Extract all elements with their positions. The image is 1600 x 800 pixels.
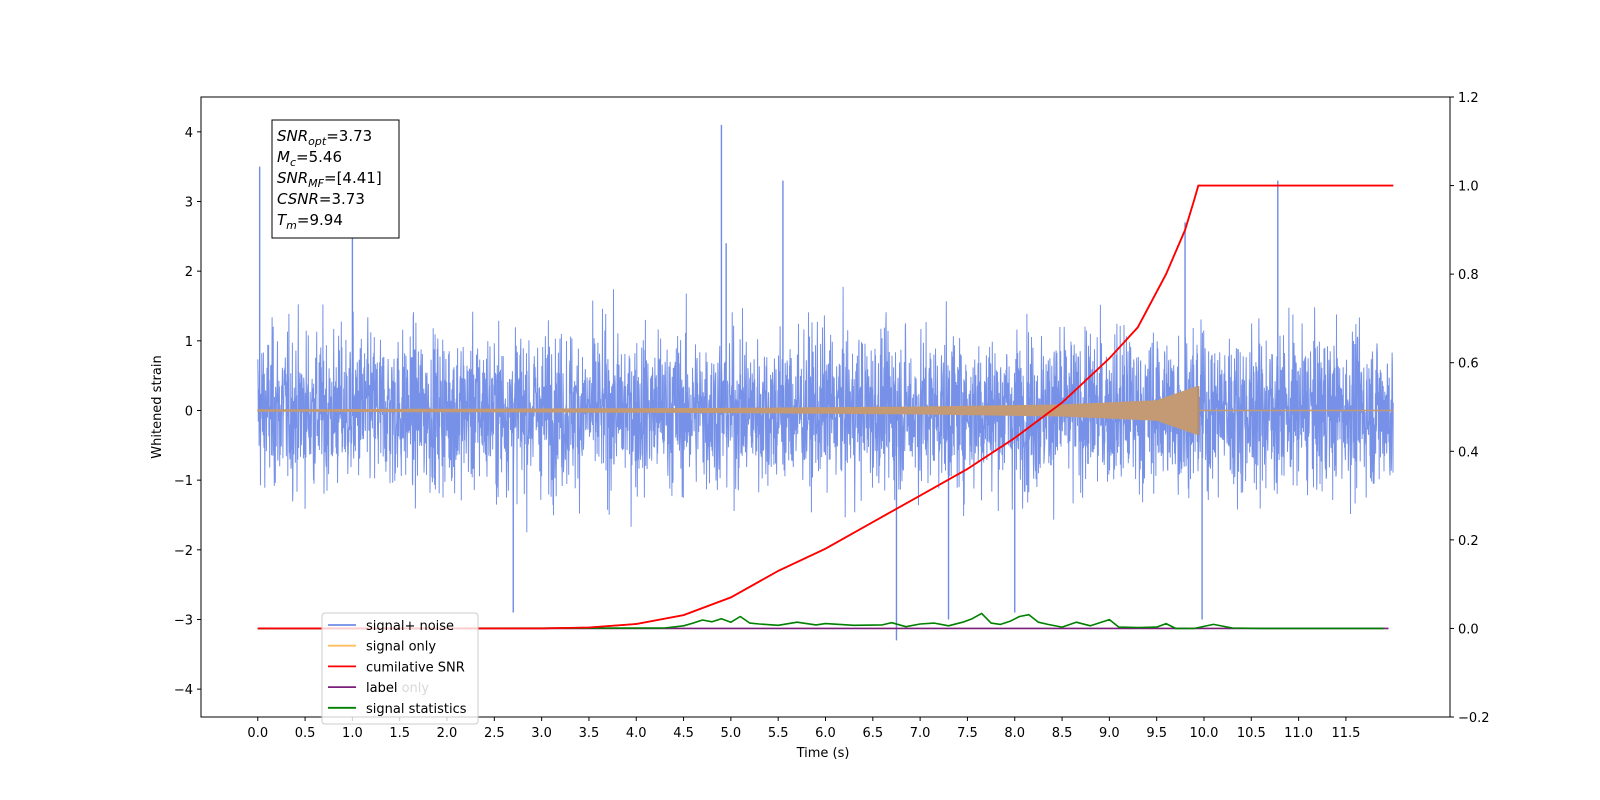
x-tick-label: 11.5 [1331,726,1360,741]
x-tick-label: 1.0 [342,726,363,741]
x-tick-label: 0.5 [295,726,316,741]
y-left-tick-label: −4 [174,683,193,698]
x-axis-title: Time (s) [796,746,850,761]
x-tick-label: 4.5 [673,726,694,741]
x-tick-label: 2.0 [437,726,458,741]
x-tick-label: 1.5 [389,726,410,741]
annotation-line: Mc=5.46 [277,148,342,169]
x-tick-label: 9.5 [1146,726,1167,741]
signal-only-envelope [257,386,1394,435]
legend-label: cumilative SNR [366,660,465,675]
y-left-tick-label: 4 [185,126,193,141]
x-tick-label: 0.0 [247,726,268,741]
x-tick-label: 8.5 [1052,726,1073,741]
x-tick-label: 11.0 [1284,726,1313,741]
y-left-tick-label: 3 [185,195,193,210]
plot-area [257,124,1394,641]
x-tick-label: 4.0 [626,726,647,741]
x-tick-label: 7.5 [957,726,978,741]
y-right-axis-ticks: −0.2 0.0 0.2 0.4 0.6 0.8 1.0 1.2 [1450,91,1490,726]
y-right-tick-label: 0.4 [1458,445,1479,460]
x-tick-label: 10.0 [1190,726,1219,741]
legend-ghost-text: label only [366,681,429,696]
x-tick-label: 5.5 [768,726,789,741]
y-left-tick-label: −1 [174,474,193,489]
signal-noise-line [257,286,1394,533]
x-tick-label: 10.5 [1237,726,1266,741]
signal-only-series [257,386,1394,435]
annotation-line: Tm=9.94 [277,211,343,232]
y-right-tick-label: 1.0 [1458,180,1479,195]
y-right-tick-label: −0.2 [1458,711,1490,726]
x-tick-label: 3.5 [579,726,600,741]
x-tick-label: 9.0 [1099,726,1120,741]
x-tick-label: 5.0 [721,726,742,741]
y-right-tick-label: 0.0 [1458,622,1479,637]
x-tick-label: 6.0 [815,726,836,741]
y-left-tick-label: 0 [185,404,193,419]
x-tick-label: 8.0 [1004,726,1025,741]
legend-frame [321,612,479,725]
annotation-line: SNRMF=[4.41] [277,169,382,190]
annotation-line: SNRopt=3.73 [277,127,372,148]
x-tick-label: 6.5 [862,726,883,741]
y-left-tick-label: −2 [174,544,193,559]
signal-noise-series [257,124,1394,641]
signal-statistics-line [257,612,1384,630]
x-tick-label: 3.0 [531,726,552,741]
legend-label: signal only [366,640,436,655]
y-right-tick-label: 1.2 [1458,91,1479,106]
legend-label: label [366,681,397,696]
y-left-axis-ticks: −4 −3 −2 −1 0 1 2 3 4 [174,126,201,698]
y-left-tick-label: 2 [185,265,193,280]
y-left-tick-label: 1 [185,335,193,350]
y-left-tick-label: −3 [174,613,193,628]
x-tick-label: 2.5 [484,726,505,741]
x-axis-ticks: 0.0 0.5 1.0 1.5 2.0 2.5 3.0 3.5 4.0 4.5 5.0 5.5 6.0 6… [247,717,1360,741]
y-axis-title: Whitened strain [150,355,165,458]
y-right-tick-label: 0.6 [1458,357,1479,372]
cumilative-snr-line-top [257,184,1394,630]
legend: label only signal+ noise signal only cumil… [321,612,479,725]
annotation-frame [271,119,400,239]
y-right-tick-label: 0.2 [1458,534,1479,549]
legend-label: signal statistics [366,702,467,717]
x-tick-label: 7.0 [910,726,931,741]
annotation-line: CSNR=3.73 [277,190,365,208]
y-right-tick-label: 0.8 [1458,268,1479,283]
legend-label: signal+ noise [366,619,454,634]
